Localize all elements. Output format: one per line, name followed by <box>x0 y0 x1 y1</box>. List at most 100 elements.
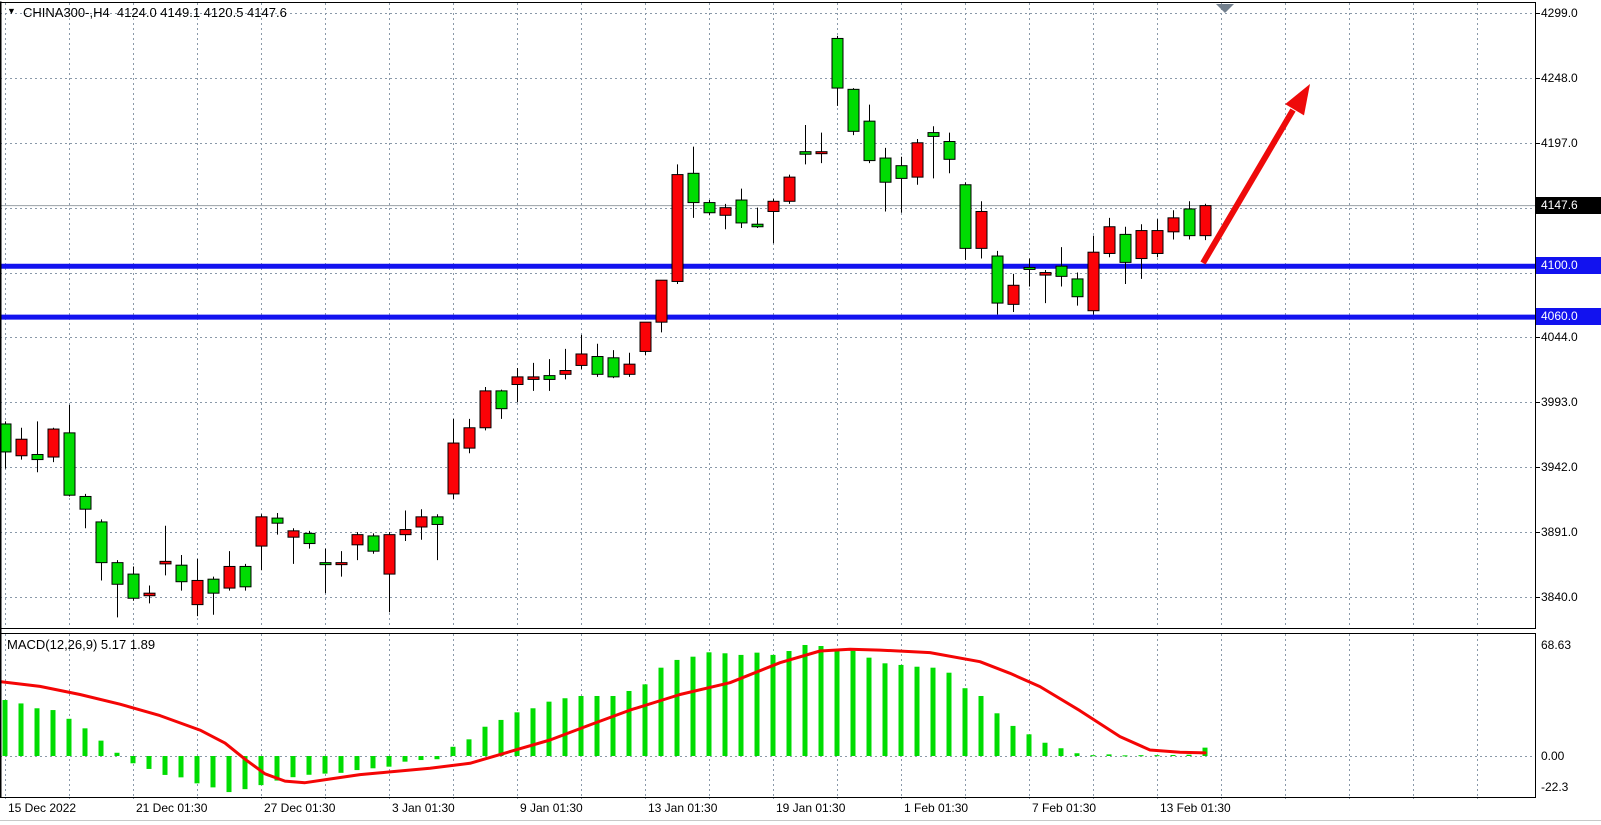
candle-down <box>959 184 972 249</box>
macd-bar <box>130 756 136 764</box>
candle-up <box>1039 272 1052 276</box>
candle-down <box>207 578 220 594</box>
macd-bar <box>1042 742 1048 756</box>
candle-down <box>735 199 748 224</box>
macd-bar <box>802 644 808 756</box>
trend-arrow[interactable] <box>1200 84 1310 265</box>
candle-down <box>991 255 1004 304</box>
candle-up <box>527 376 540 380</box>
candle-down <box>31 453 44 461</box>
macd-bar <box>274 756 280 781</box>
macd-bar <box>866 657 872 756</box>
macd-bar <box>114 752 120 756</box>
chart-shift-marker-icon[interactable] <box>1216 4 1234 13</box>
candle-up <box>671 174 684 282</box>
panel-borders <box>0 1 1536 798</box>
macd-bar <box>34 708 40 756</box>
price-axis-label: 3993.0 <box>1541 395 1578 409</box>
candle-down <box>111 562 124 585</box>
time-axis-label: 15 Dec 2022 <box>8 801 77 815</box>
macd-bar <box>562 698 568 756</box>
candle-up <box>575 353 588 366</box>
candle-up <box>159 560 172 565</box>
candle-up <box>415 516 428 528</box>
macd-bar <box>1010 725 1016 756</box>
price-axis-label: 4248.0 <box>1541 71 1578 85</box>
macd-bar <box>50 710 56 756</box>
macd-bar <box>210 756 216 788</box>
macd-indicator-label: MACD(12,26,9) 5.17 1.89 <box>7 637 156 652</box>
macd-bar <box>850 650 856 756</box>
macd-signal-line <box>0 647 1207 785</box>
macd-bar <box>514 712 520 756</box>
macd-bar <box>1074 753 1080 756</box>
macd-bar <box>1058 748 1064 756</box>
current-price-badge: 4147.6 <box>1536 197 1601 214</box>
macd-bar <box>770 654 776 756</box>
macd-bar <box>674 659 680 756</box>
price-axis-label: 4299.0 <box>1541 6 1578 20</box>
candle-up <box>767 200 780 212</box>
macd-bar <box>962 688 968 756</box>
candle-up <box>1167 217 1180 233</box>
price-axis-label: 3891.0 <box>1541 525 1578 539</box>
candle-down <box>367 535 380 552</box>
macd-bar <box>322 756 328 774</box>
macd-bar <box>546 701 552 756</box>
macd-bar <box>370 756 376 769</box>
trend-arrow-shaft[interactable] <box>1200 108 1296 265</box>
macd-bar <box>882 663 888 756</box>
candle-up <box>399 529 412 536</box>
candle-down <box>0 423 12 453</box>
candle-down <box>687 172 700 204</box>
candle-down <box>799 151 812 155</box>
candle-down <box>79 495 92 510</box>
symbol-ohlc-title: CHINA300-,H4 4124.0 4149.1 4120.5 4147.6 <box>23 5 287 20</box>
macd-bar <box>610 695 616 756</box>
candle-down <box>847 88 860 132</box>
macd-bar <box>194 756 200 784</box>
candle-down <box>1055 265 1068 277</box>
macd-bar <box>146 756 152 769</box>
candle-up <box>783 176 796 202</box>
macd-bar <box>834 649 840 756</box>
macd-bar <box>450 746 456 756</box>
candle-down <box>1071 278 1084 298</box>
symbol-dropdown-icon[interactable]: ▼ <box>7 6 16 16</box>
macd-bar <box>418 756 424 761</box>
candle-down <box>591 356 604 375</box>
macd-bar <box>738 654 744 756</box>
candle-down <box>943 141 956 160</box>
macd-bar <box>498 719 504 756</box>
macd-bar <box>162 756 168 775</box>
candle-up <box>351 534 364 546</box>
candle-up <box>815 151 828 155</box>
macd-bar <box>658 667 664 756</box>
trend-arrow-head[interactable] <box>1285 84 1310 116</box>
macd-bar <box>354 756 360 771</box>
macd-bar <box>642 684 648 756</box>
candle-up <box>383 534 396 575</box>
macd-bar <box>706 652 712 756</box>
macd-bar <box>786 651 792 756</box>
macd-bar <box>242 756 248 790</box>
candle-up <box>1103 226 1116 254</box>
macd-bar <box>626 690 632 756</box>
macd-bar <box>482 726 488 756</box>
time-axis-label: 19 Jan 01:30 <box>776 801 846 815</box>
candle-up <box>655 279 668 323</box>
macd-bar <box>434 756 440 760</box>
candle-down <box>175 564 188 583</box>
candle-up <box>287 530 300 538</box>
candle-down <box>1119 233 1132 263</box>
candle-up <box>1087 251 1100 312</box>
candle-down <box>831 37 844 89</box>
candle-down <box>63 432 76 496</box>
support-line-4100-badge: 4100.0 <box>1536 257 1601 274</box>
price-axis-label: 4044.0 <box>1541 330 1578 344</box>
macd-bar <box>1170 755 1176 757</box>
price-axis-label: 3840.0 <box>1541 590 1578 604</box>
candle-down <box>543 375 556 380</box>
macd-bar <box>722 653 728 756</box>
